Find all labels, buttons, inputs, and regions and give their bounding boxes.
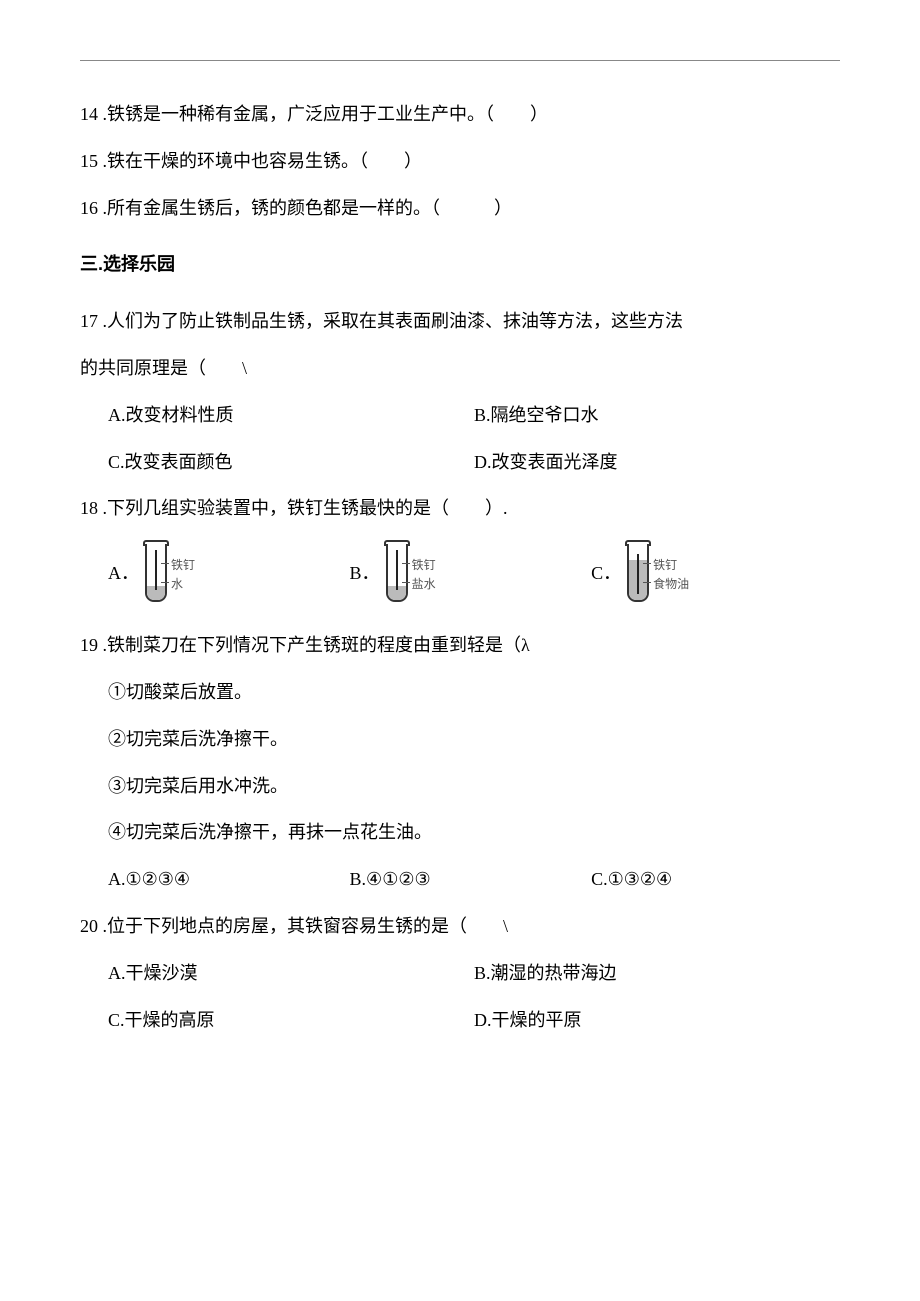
q19-item-1: ①切酸菜后放置。 — [80, 669, 840, 716]
question-16: 16 .所有金属生锈后，锈的颜色都是一样的。（ ） — [80, 185, 840, 232]
q20-option-d: D.干燥的平原 — [474, 997, 840, 1044]
tube-a-wrap: 铁钉 水 — [145, 544, 195, 602]
question-17-line1: 17 .人们为了防止铁制品生锈，采取在其表面刷油漆、抹油等方法，这些方法 — [80, 298, 840, 345]
question-19-options: A.①②③④ B.④①②③ C.①③②④ — [80, 856, 840, 903]
tube-c-wrap: 铁钉 食物油 — [627, 544, 689, 602]
tube-b-label-bot: 盐水 — [412, 575, 436, 594]
q18-c-prefix: C． — [591, 564, 621, 582]
q20-option-c: C.干燥的高原 — [108, 997, 474, 1044]
q18-figure-a: A． 铁钉 水 — [108, 544, 350, 602]
q18-figure-c: C． 铁钉 食物油 — [591, 544, 833, 602]
tube-c-label-top: 铁钉 — [653, 556, 689, 575]
section-3-title: 三.选择乐园 — [80, 241, 840, 288]
question-17-line2: 的共同原理是（ \ — [80, 345, 840, 392]
test-tube-c-icon — [627, 544, 649, 602]
question-20-options-row1: A.干燥沙漠 B.潮湿的热带海边 — [80, 950, 840, 997]
q20-option-a: A.干燥沙漠 — [108, 950, 474, 997]
q18-figure-b: B． 铁钉 盐水 — [350, 544, 592, 602]
q20-option-b: B.潮湿的热带海边 — [474, 950, 840, 997]
q18-a-prefix: A． — [108, 564, 139, 582]
q19-option-a: A.①②③④ — [108, 856, 350, 903]
question-15: 15 .铁在干燥的环境中也容易生锈。（ ） — [80, 138, 840, 185]
tube-c-label-bot: 食物油 — [653, 575, 689, 594]
top-rule — [80, 60, 840, 61]
q19-item-4: ④切完菜后洗净擦干，再抹一点花生油。 — [80, 809, 840, 856]
tube-b-label-top: 铁钉 — [412, 556, 436, 575]
question-18-figures: A． 铁钉 水 B． 铁钉 盐水 — [80, 544, 840, 602]
tube-a-label-bot: 水 — [171, 575, 195, 594]
tube-a-labels: 铁钉 水 — [171, 556, 195, 594]
tube-a-nail — [155, 550, 157, 590]
question-14: 14 .铁锈是一种稀有金属，广泛应用于工业生产中。（ ） — [80, 91, 840, 138]
q17-option-d: D.改变表面光泽度 — [474, 439, 840, 486]
q17-option-b: B.隔绝空爷口水 — [474, 392, 840, 439]
question-17-options-row1: A.改变材料性质 B.隔绝空爷口水 — [80, 392, 840, 439]
page: 14 .铁锈是一种稀有金属，广泛应用于工业生产中。（ ） 15 .铁在干燥的环境… — [0, 0, 920, 1301]
q17-option-c: C.改变表面颜色 — [108, 439, 474, 486]
q19-option-c: C.①③②④ — [591, 856, 833, 903]
tube-a-label-top: 铁钉 — [171, 556, 195, 575]
question-19: 19 .铁制菜刀在下列情况下产生锈斑的程度由重到轻是（λ — [80, 622, 840, 669]
tube-c-nail — [637, 554, 639, 594]
question-18: 18 .下列几组实验装置中，铁钉生锈最快的是（ ）. — [80, 485, 840, 532]
question-17-options-row2: C.改变表面颜色 D.改变表面光泽度 — [80, 439, 840, 486]
tube-c-labels: 铁钉 食物油 — [653, 556, 689, 594]
q19-item-2: ②切完菜后洗净擦干。 — [80, 716, 840, 763]
tube-b-labels: 铁钉 盐水 — [412, 556, 436, 594]
question-20: 20 .位于下列地点的房屋，其铁窗容易生锈的是（ \ — [80, 903, 840, 950]
q18-b-prefix: B． — [350, 564, 380, 582]
test-tube-b-icon — [386, 544, 408, 602]
q19-item-3: ③切完菜后用水冲洗。 — [80, 763, 840, 810]
q17-option-a: A.改变材料性质 — [108, 392, 474, 439]
question-20-options-row2: C.干燥的高原 D.干燥的平原 — [80, 997, 840, 1044]
q19-option-b: B.④①②③ — [350, 856, 592, 903]
tube-b-nail — [396, 550, 398, 590]
tube-b-wrap: 铁钉 盐水 — [386, 544, 436, 602]
test-tube-a-icon — [145, 544, 167, 602]
